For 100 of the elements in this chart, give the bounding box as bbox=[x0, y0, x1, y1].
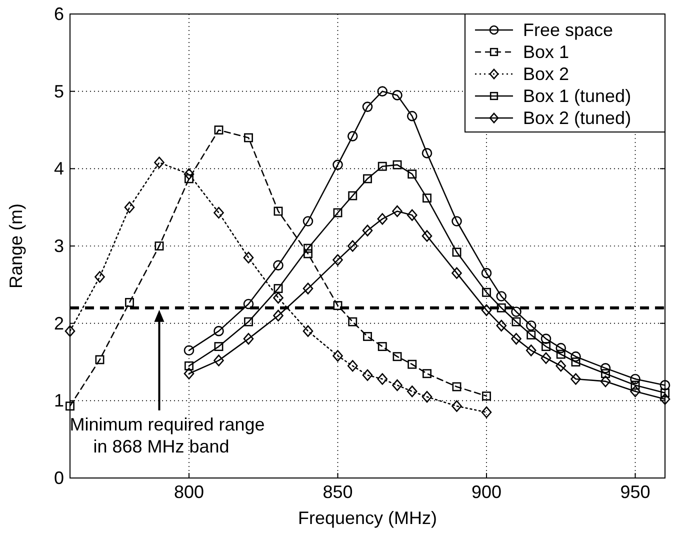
point bbox=[660, 380, 670, 390]
point bbox=[512, 317, 521, 326]
y-tick-label: 6 bbox=[54, 4, 64, 24]
point bbox=[660, 388, 670, 398]
point bbox=[333, 208, 342, 218]
point bbox=[556, 360, 566, 372]
point bbox=[66, 402, 74, 411]
point bbox=[332, 254, 343, 266]
point bbox=[511, 306, 522, 317]
point bbox=[540, 334, 552, 344]
point bbox=[362, 369, 373, 381]
point bbox=[184, 168, 194, 180]
point bbox=[332, 160, 343, 170]
point bbox=[452, 216, 462, 226]
point bbox=[482, 288, 491, 297]
point bbox=[422, 390, 432, 403]
point bbox=[124, 202, 135, 214]
point bbox=[406, 386, 418, 398]
point bbox=[601, 369, 610, 378]
point bbox=[214, 354, 224, 366]
point bbox=[392, 379, 402, 392]
point bbox=[496, 303, 506, 312]
point bbox=[660, 393, 670, 405]
point bbox=[392, 205, 402, 218]
point bbox=[571, 358, 580, 366]
x-axis-title: Frequency (MHz) bbox=[298, 508, 438, 528]
point bbox=[392, 352, 402, 362]
point bbox=[630, 380, 640, 390]
point bbox=[214, 126, 224, 134]
point bbox=[154, 156, 164, 168]
y-tick-label: 5 bbox=[54, 81, 64, 102]
point bbox=[347, 360, 358, 372]
point bbox=[95, 355, 104, 364]
point bbox=[302, 325, 314, 337]
point bbox=[452, 267, 462, 279]
point bbox=[392, 90, 402, 100]
point bbox=[302, 216, 314, 226]
point bbox=[392, 160, 402, 170]
legend-label: Free space bbox=[523, 20, 614, 40]
point bbox=[243, 252, 254, 264]
y-tick-label: 1 bbox=[54, 390, 64, 411]
point bbox=[452, 248, 462, 257]
point bbox=[348, 317, 358, 326]
point bbox=[542, 342, 550, 352]
legend-label: Box 1 bbox=[523, 42, 570, 62]
point bbox=[377, 373, 388, 385]
point bbox=[556, 350, 566, 359]
point bbox=[362, 102, 373, 112]
point bbox=[378, 342, 387, 352]
point bbox=[600, 363, 611, 374]
point bbox=[348, 191, 358, 200]
point bbox=[482, 392, 491, 400]
y-tick-label: 2 bbox=[54, 313, 64, 334]
point bbox=[362, 224, 373, 236]
point bbox=[422, 369, 432, 378]
point bbox=[570, 373, 581, 385]
point bbox=[347, 131, 358, 142]
point bbox=[273, 310, 284, 322]
point bbox=[422, 148, 432, 158]
point bbox=[184, 361, 194, 370]
x-tick-label: 900 bbox=[471, 482, 502, 502]
point bbox=[406, 110, 418, 122]
point bbox=[526, 344, 536, 356]
point bbox=[244, 133, 253, 142]
point bbox=[125, 298, 134, 307]
point bbox=[184, 345, 194, 356]
point bbox=[452, 382, 462, 392]
x-tick-label: 950 bbox=[620, 482, 650, 502]
point bbox=[481, 304, 492, 316]
point bbox=[94, 271, 105, 283]
point bbox=[481, 406, 492, 418]
point bbox=[377, 213, 388, 225]
point bbox=[274, 284, 283, 294]
y-tick-label: 0 bbox=[54, 468, 64, 488]
y-axis-title: Range (m) bbox=[6, 203, 26, 289]
point bbox=[332, 350, 343, 362]
point bbox=[511, 332, 522, 345]
point bbox=[526, 320, 536, 331]
point bbox=[273, 260, 284, 270]
point bbox=[304, 244, 312, 253]
point bbox=[377, 86, 388, 96]
point bbox=[452, 400, 462, 412]
point bbox=[244, 317, 253, 326]
point bbox=[540, 352, 552, 364]
point bbox=[600, 376, 611, 388]
point bbox=[422, 194, 432, 203]
annotation: Minimum required range in 868 MHz band bbox=[70, 414, 265, 456]
point bbox=[184, 368, 194, 380]
x-tick-label: 800 bbox=[174, 482, 204, 502]
point bbox=[630, 374, 640, 384]
point bbox=[243, 332, 254, 345]
point bbox=[154, 242, 164, 250]
legend-label: Box 1 (tuned) bbox=[523, 86, 632, 106]
point bbox=[556, 342, 566, 354]
point bbox=[408, 170, 417, 179]
point bbox=[378, 162, 387, 171]
point bbox=[363, 332, 372, 341]
legend-label: Box 2 (tuned) bbox=[523, 108, 632, 128]
point bbox=[408, 360, 417, 369]
point bbox=[481, 268, 492, 278]
